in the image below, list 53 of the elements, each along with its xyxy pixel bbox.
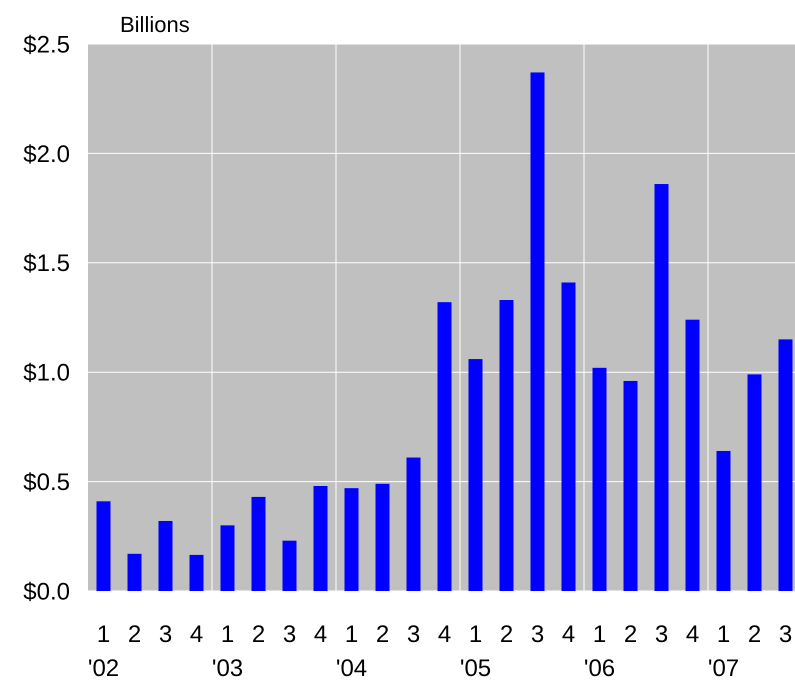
bar (500, 300, 514, 591)
x-tick-label: 3 (282, 621, 296, 648)
bar (96, 501, 110, 591)
bar (468, 359, 482, 591)
x-tick-label: 2 (128, 621, 142, 648)
x-tick-label: 3 (778, 621, 792, 648)
x-tick-label: 2 (748, 621, 762, 648)
bar (716, 450, 730, 591)
bar (778, 339, 792, 591)
bar (220, 525, 234, 591)
x-tick-label: 3 (158, 621, 172, 648)
bar (252, 496, 266, 591)
bar (128, 554, 142, 591)
y-axis-title: Billions (120, 12, 190, 37)
x-tick-label: 1 '02 (88, 621, 120, 682)
x-tick-label: 1 '03 (212, 621, 244, 682)
x-tick-label: 3 (530, 621, 544, 648)
bar (530, 72, 544, 591)
x-tick-label: 4 (438, 621, 452, 648)
bar (282, 540, 296, 591)
x-tick-label: 1 '04 (336, 621, 368, 682)
bar (686, 320, 700, 591)
y-tick-label: $1.5 (23, 250, 70, 278)
x-tick-label: 4 (314, 621, 328, 648)
y-tick-label: $1.0 (23, 360, 70, 387)
bar (592, 368, 606, 591)
x-tick-label: 2 (500, 621, 514, 648)
x-tick-label: 4 (562, 621, 576, 648)
x-tick-label: 4 (686, 621, 700, 648)
x-tick-label: 1 '05 (460, 621, 492, 682)
x-tick-label: 2 (252, 621, 266, 648)
x-tick-label: 3 (406, 621, 420, 648)
x-tick-label: 2 (376, 621, 390, 648)
bar (438, 302, 452, 591)
bar (748, 374, 762, 591)
y-tick-label: $2.5 (23, 31, 70, 58)
y-tick-label: $2.0 (23, 140, 70, 168)
bar (376, 484, 390, 591)
x-tick-label: 2 (624, 621, 638, 648)
y-tick-label: $0.5 (23, 469, 70, 496)
bar (158, 520, 172, 591)
y-tick-label: $0.0 (23, 578, 70, 606)
bar (314, 486, 328, 591)
bar (654, 184, 668, 591)
bar (190, 554, 204, 591)
x-tick-label: 1 '06 (584, 621, 616, 682)
x-tick-label: 1 '07 (708, 621, 740, 682)
bar (624, 380, 638, 591)
x-tick-label: 4 (190, 621, 204, 648)
bar (344, 488, 358, 591)
x-tick-label: 3 (654, 621, 668, 648)
bar (562, 282, 576, 591)
bar (406, 458, 420, 591)
